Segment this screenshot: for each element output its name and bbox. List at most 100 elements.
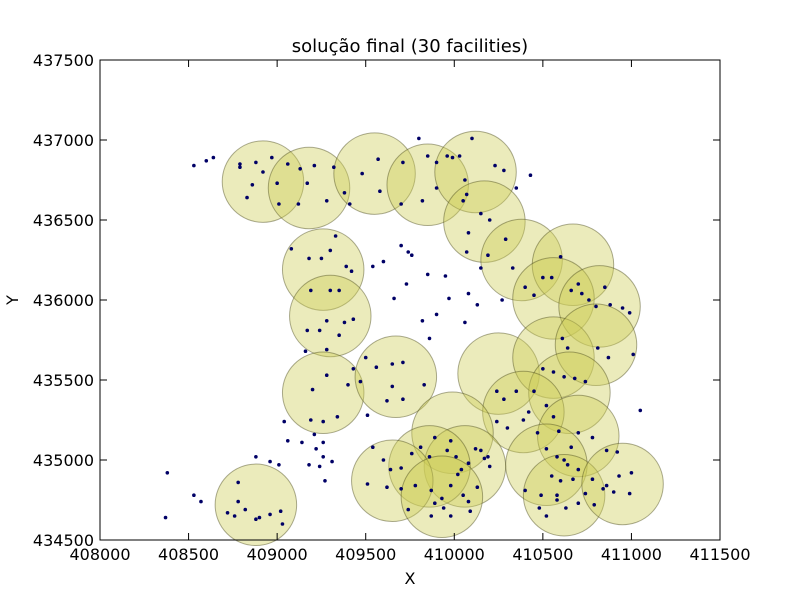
demand-point (583, 491, 588, 496)
demand-point (309, 288, 313, 293)
demand-point (257, 515, 262, 520)
demand-point (461, 199, 465, 203)
facility-circle (289, 274, 372, 358)
demand-point (278, 509, 283, 513)
demand-point (324, 199, 329, 203)
facility-circle (457, 332, 540, 415)
x-tick-label: 410500 (512, 545, 573, 564)
demand-point (365, 482, 370, 486)
demand-point (420, 319, 425, 323)
demand-point (358, 379, 363, 384)
demand-point (572, 376, 577, 381)
demand-point (317, 464, 322, 469)
demand-point (250, 183, 255, 187)
demand-point (486, 455, 490, 459)
demand-point (376, 157, 380, 161)
demand-point (631, 352, 635, 357)
demand-point (569, 288, 573, 293)
demand-point (342, 191, 347, 195)
facility-circle (267, 146, 351, 230)
demand-point (332, 165, 336, 169)
plot-frame (99, 59, 721, 541)
demand-point (558, 254, 563, 259)
demand-point (468, 509, 473, 513)
demand-point (324, 373, 329, 378)
demand-point (425, 154, 430, 158)
demand-point (303, 349, 308, 354)
demand-point (464, 192, 469, 197)
demand-point (399, 466, 403, 470)
demand-point (479, 266, 483, 270)
demand-point (557, 429, 561, 434)
demand-point (528, 173, 533, 177)
demand-point (571, 477, 575, 482)
demand-point (204, 159, 209, 163)
y-tick-label: 437000 (33, 131, 94, 150)
demand-point (551, 415, 556, 419)
demand-point (312, 163, 317, 168)
demand-point (371, 445, 375, 450)
demand-point (211, 155, 216, 160)
demand-point (555, 455, 559, 459)
y-tick-label: 434500 (33, 531, 94, 550)
x-tick-label: 409000 (247, 545, 308, 564)
x-tick-label: 411500 (689, 545, 750, 564)
facility-circle (411, 391, 494, 475)
demand-point (479, 211, 483, 216)
demand-point (399, 243, 403, 248)
demand-point (296, 202, 301, 206)
demand-point (309, 418, 313, 422)
demand-point (280, 522, 285, 526)
demand-point (450, 155, 455, 160)
x-tick-label: 408500 (158, 545, 219, 564)
demand-point (192, 163, 196, 168)
demand-point (427, 455, 432, 459)
demand-point (514, 389, 519, 394)
facility-circle (581, 442, 664, 526)
demand-point (413, 483, 418, 488)
demand-point (324, 347, 329, 352)
demand-point (363, 355, 368, 360)
demand-point (199, 499, 203, 504)
demand-point (620, 306, 625, 310)
demand-point (440, 496, 444, 501)
demand-point (401, 360, 405, 365)
facility-circle (281, 351, 365, 435)
demand-point (629, 471, 634, 475)
demand-point (466, 291, 471, 296)
demand-point (399, 202, 403, 206)
demand-point (502, 168, 506, 173)
demand-point (399, 487, 403, 491)
demand-point (381, 259, 386, 264)
x-tick-label: 411000 (601, 545, 662, 564)
demand-point (406, 250, 411, 254)
demand-point (583, 379, 588, 384)
demand-point (544, 514, 549, 518)
demand-point (298, 167, 302, 171)
x-axis-label: X (405, 569, 416, 588)
demand-point (285, 162, 290, 166)
demand-point (537, 506, 542, 510)
demand-point (328, 288, 333, 293)
y-tick-label: 436000 (33, 291, 94, 310)
demand-point (305, 181, 310, 185)
demand-point (236, 480, 240, 485)
demand-point (300, 440, 304, 445)
demand-point (576, 501, 581, 506)
demand-point (433, 501, 437, 506)
y-axis-label: Y (3, 295, 22, 306)
demand-point (254, 455, 258, 459)
demand-point (565, 346, 570, 350)
facility-circle (482, 370, 565, 454)
demand-point (165, 471, 170, 475)
demand-point (555, 493, 559, 498)
demand-point (526, 410, 531, 414)
demand-point (390, 384, 395, 389)
demand-point (417, 136, 421, 141)
demand-point (592, 503, 597, 507)
demand-point (360, 171, 364, 176)
demand-point (429, 488, 434, 493)
demand-point (401, 397, 405, 402)
demand-point (487, 218, 492, 222)
